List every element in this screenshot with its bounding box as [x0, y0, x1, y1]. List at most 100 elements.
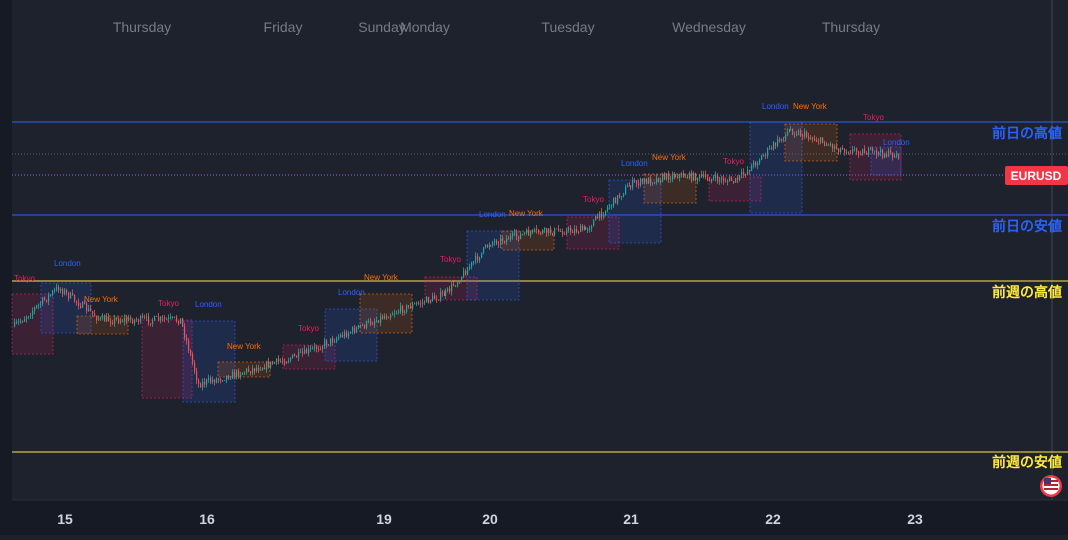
candle-body	[759, 160, 761, 164]
candle-body	[436, 298, 438, 300]
candle-body	[775, 142, 777, 146]
candle-body	[650, 177, 652, 184]
candle-body	[668, 173, 670, 180]
candle-body	[487, 245, 489, 248]
candle-body	[826, 144, 828, 146]
candle-body	[250, 371, 252, 373]
candle-body	[453, 284, 455, 286]
candle-body	[781, 138, 783, 141]
candle-body	[182, 318, 184, 327]
candle-body	[66, 290, 68, 293]
us-flag-icon[interactable]	[1040, 475, 1062, 497]
candle-body	[485, 245, 487, 248]
candle-body	[204, 381, 206, 385]
candle-body	[252, 368, 254, 373]
candle-body	[34, 307, 36, 312]
candle-body	[860, 154, 862, 156]
candle-body	[208, 378, 210, 380]
candle-body	[701, 174, 703, 177]
candle-body	[660, 180, 662, 183]
candle-body	[24, 319, 26, 322]
candle-body	[244, 372, 246, 374]
candle-body	[108, 316, 110, 322]
candle-body	[570, 227, 572, 232]
candle-body	[400, 305, 402, 312]
candle-body	[757, 163, 759, 166]
x-tick-label: 20	[482, 511, 498, 527]
candle-body	[20, 321, 22, 323]
candle-body	[693, 172, 695, 181]
top-day-label: Monday	[400, 19, 450, 35]
candle-body	[467, 268, 469, 276]
session-label: New York	[652, 153, 687, 162]
x-tick-label: 23	[907, 511, 923, 527]
candle-body	[242, 372, 244, 375]
candle-body	[86, 303, 88, 311]
candle-body	[597, 216, 599, 219]
candle-body	[356, 327, 358, 333]
candle-body	[92, 311, 94, 314]
candle-body	[806, 131, 808, 137]
candle-body	[609, 206, 611, 208]
candle-body	[198, 380, 200, 384]
level-labels: 前日の高値 前日の安値 前週の高値 前週の安値	[992, 125, 1062, 470]
candle-body	[540, 232, 542, 234]
candle-body	[150, 323, 152, 324]
candle-body	[292, 354, 294, 359]
candle-body	[416, 303, 418, 304]
candle-body	[683, 173, 685, 178]
candle-body	[556, 228, 558, 230]
candle-body	[270, 361, 272, 368]
candle-body	[370, 320, 372, 325]
candle-body	[733, 181, 735, 183]
candle-body	[76, 300, 78, 303]
candle-body	[306, 349, 308, 354]
ticker-badge[interactable]: EURUSD	[1005, 166, 1068, 185]
candle-body	[808, 136, 810, 140]
candle-body	[463, 270, 465, 277]
candle-body	[483, 247, 485, 253]
candle-body	[469, 266, 471, 269]
candle-body	[520, 234, 522, 240]
candle-body	[38, 304, 40, 306]
candle-body	[120, 320, 122, 323]
session-label: New York	[509, 209, 544, 218]
candle-body	[751, 165, 753, 171]
session-label: New York	[793, 102, 828, 111]
candle-body	[800, 130, 802, 136]
candle-body	[226, 375, 228, 381]
candle-body	[703, 174, 705, 177]
candle-body	[172, 316, 174, 318]
candle-body	[475, 255, 477, 262]
session-label: New York	[84, 295, 119, 304]
session-label: London	[54, 259, 81, 268]
candle-body	[697, 178, 699, 181]
candle-body	[560, 231, 562, 232]
candle-body	[785, 134, 787, 140]
candle-body	[451, 284, 453, 292]
candle-body	[872, 148, 874, 151]
candle-body	[236, 370, 238, 377]
ticker-label: EURUSD	[1011, 169, 1062, 183]
candle-body	[426, 297, 428, 303]
candle-body	[302, 351, 304, 354]
candle-body	[771, 147, 773, 149]
candle-body	[64, 290, 66, 295]
candle-body	[174, 316, 176, 318]
candle-body	[852, 149, 854, 153]
candle-body	[719, 179, 721, 182]
candle-body	[792, 129, 794, 135]
candle-body	[892, 152, 894, 158]
candle-body	[455, 285, 457, 287]
candle-body	[424, 301, 426, 303]
top-day-label: Friday	[264, 19, 303, 35]
candle-body	[717, 175, 719, 182]
candle-body	[584, 226, 586, 230]
candle-body	[820, 137, 822, 143]
candle-body	[286, 361, 288, 364]
candle-body	[170, 316, 172, 318]
candle-body	[220, 379, 222, 381]
candle-body	[868, 148, 870, 155]
